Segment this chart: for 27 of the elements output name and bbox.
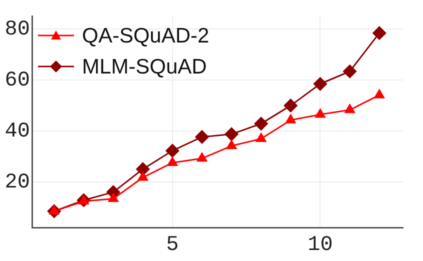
- x-tick-label: 10: [308, 234, 333, 257]
- point: [226, 140, 237, 150]
- point: [108, 192, 118, 202]
- point: [372, 26, 386, 40]
- point: [256, 132, 266, 142]
- y-tick-label: 60: [4, 69, 30, 92]
- point: [286, 114, 296, 124]
- x-tick-label: 5: [166, 234, 179, 257]
- point: [343, 64, 357, 78]
- point: [284, 98, 298, 112]
- y-tick-label: 20: [4, 171, 30, 194]
- y-tick-label: 80: [4, 18, 30, 42]
- point: [167, 156, 178, 166]
- legend-label: MLM-SQuAD: [82, 55, 207, 78]
- point: [344, 104, 355, 114]
- point: [374, 89, 384, 98]
- y-tick-label: 40: [4, 120, 30, 144]
- point: [138, 172, 148, 181]
- legend-label: QA-SQuAD-2: [82, 24, 210, 48]
- point: [315, 108, 326, 118]
- point: [313, 77, 327, 91]
- point: [195, 130, 209, 144]
- point: [254, 116, 268, 130]
- point: [166, 144, 180, 158]
- point: [136, 162, 150, 176]
- point: [196, 152, 208, 162]
- point: [224, 127, 238, 141]
